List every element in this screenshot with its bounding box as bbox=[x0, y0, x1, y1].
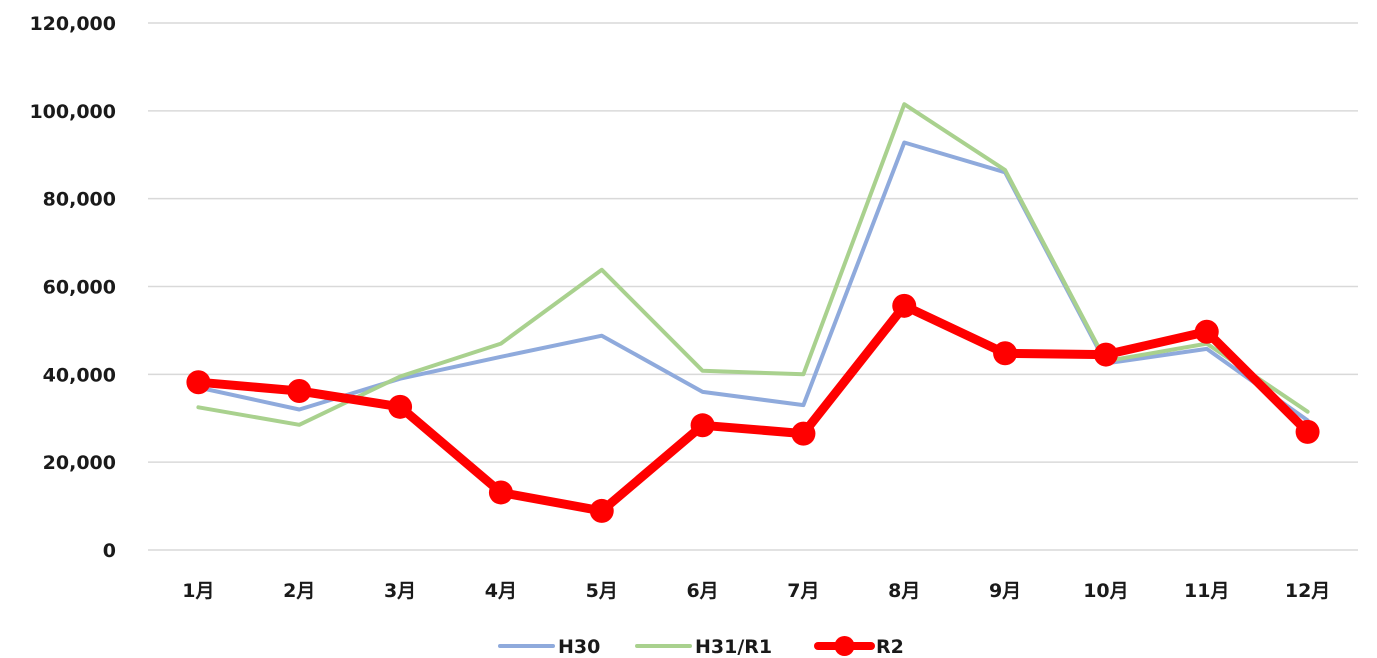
data-point bbox=[388, 394, 413, 419]
series-lines bbox=[186, 102, 1320, 523]
data-point bbox=[589, 498, 614, 523]
data-point bbox=[287, 379, 312, 404]
x-tick-label: 6月 bbox=[686, 580, 718, 602]
x-tick-label: 4月 bbox=[485, 580, 517, 602]
x-tick-label: 1月 bbox=[182, 580, 214, 602]
x-tick-label: 10月 bbox=[1083, 580, 1128, 602]
x-tick-label: 5月 bbox=[586, 580, 618, 602]
x-tick-label: 3月 bbox=[384, 580, 416, 602]
x-tick-label: 9月 bbox=[989, 580, 1021, 602]
x-tick-label: 12月 bbox=[1285, 580, 1330, 602]
legend-label: H30 bbox=[558, 636, 600, 658]
y-tick-label: 60,000 bbox=[43, 277, 116, 299]
legend-label: H31/R1 bbox=[695, 636, 772, 658]
data-point bbox=[993, 341, 1018, 366]
x-tick-label: 2月 bbox=[283, 580, 315, 602]
x-tick-label: 11月 bbox=[1184, 580, 1229, 602]
data-point bbox=[690, 413, 715, 438]
x-tick-label: 8月 bbox=[888, 580, 920, 602]
data-point bbox=[186, 370, 211, 395]
y-tick-label: 20,000 bbox=[43, 452, 116, 474]
x-axis: 1月 2月 3月 4月 5月 6月 7月 8月 9月 10月 11月 12月 bbox=[182, 580, 1330, 602]
y-axis: 0 20,000 40,000 60,000 80,000 100,000 120,000 bbox=[29, 13, 116, 562]
y-tick-label: 0 bbox=[103, 540, 116, 562]
data-point bbox=[892, 293, 917, 318]
legend-label: R2 bbox=[876, 636, 904, 658]
data-point bbox=[791, 421, 816, 446]
data-point bbox=[488, 480, 513, 505]
gridlines bbox=[148, 22, 1358, 551]
y-tick-label: 40,000 bbox=[43, 364, 116, 386]
x-tick-label: 7月 bbox=[787, 580, 819, 602]
data-point bbox=[1295, 419, 1320, 444]
data-point bbox=[1194, 319, 1219, 344]
y-tick-label: 120,000 bbox=[29, 13, 116, 35]
legend-marker bbox=[834, 636, 855, 656]
legend: H30 H31/R1 R2 bbox=[498, 636, 904, 658]
y-tick-label: 100,000 bbox=[29, 101, 116, 123]
series-line-r2 bbox=[193, 301, 1313, 516]
series-line-h30 bbox=[196, 140, 1310, 423]
series-line-h31-r1 bbox=[196, 102, 1310, 427]
data-point bbox=[1093, 342, 1118, 367]
y-tick-label: 80,000 bbox=[43, 189, 116, 211]
